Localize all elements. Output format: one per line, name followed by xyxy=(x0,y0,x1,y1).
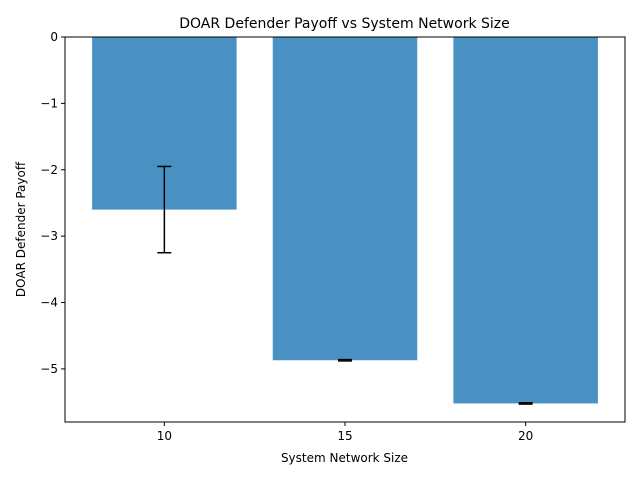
y-tick-label-5: −5 xyxy=(40,362,58,376)
x-axis-label: System Network Size xyxy=(281,451,408,465)
y-tick-label-3: −3 xyxy=(40,229,58,243)
x-tick-label-15: 15 xyxy=(337,429,352,443)
error-bar-15 xyxy=(338,358,352,362)
bar-20 xyxy=(453,37,598,404)
x-tick-label-20: 20 xyxy=(518,429,533,443)
error-bar-20 xyxy=(518,402,533,405)
bar-15 xyxy=(272,37,418,361)
y-tick-label-2: −2 xyxy=(40,163,58,177)
x-tick-label-10: 10 xyxy=(157,429,172,443)
y-axis: 0 −1 −2 −3 −4 −5 xyxy=(40,30,65,376)
chart-title: DOAR Defender Payoff vs System Network S… xyxy=(179,16,510,32)
y-tick-label-0: 0 xyxy=(50,30,58,44)
y-tick-label-1: −1 xyxy=(40,96,58,110)
error-bar-10 xyxy=(157,165,172,254)
y-axis-label: DOAR Defender Payoff xyxy=(14,161,28,297)
plot-area xyxy=(92,37,598,405)
y-tick-label-4: −4 xyxy=(40,296,58,310)
x-axis: 10 15 20 xyxy=(157,422,533,443)
